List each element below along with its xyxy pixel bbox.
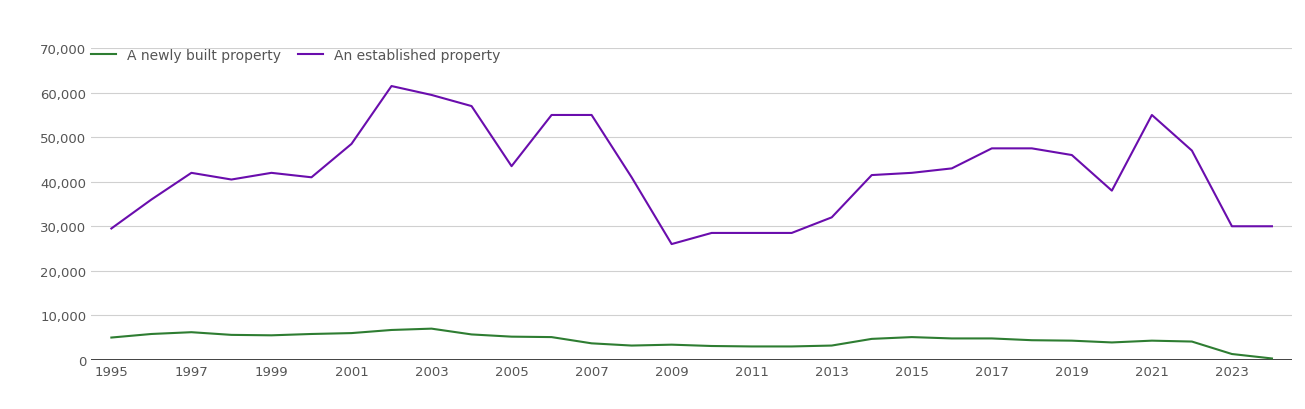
An established property	[744, 231, 760, 236]
An established property	[1024, 146, 1040, 151]
An established property	[904, 171, 920, 176]
A newly built property	[384, 328, 399, 333]
A newly built property	[944, 336, 959, 341]
Line: An established property: An established property	[111, 87, 1272, 245]
A newly built property	[784, 344, 800, 349]
A newly built property	[184, 330, 200, 335]
An established property	[1184, 149, 1199, 154]
An established property	[1104, 189, 1120, 193]
A newly built property	[1224, 352, 1240, 357]
An established property	[664, 242, 680, 247]
A newly built property	[703, 344, 719, 348]
An established property	[864, 173, 880, 178]
A newly built property	[984, 336, 1000, 341]
An established property	[304, 175, 320, 180]
A newly built property	[544, 335, 560, 340]
An established property	[184, 171, 200, 176]
A newly built property	[1024, 338, 1040, 343]
A newly built property	[583, 341, 599, 346]
A newly built property	[103, 335, 119, 340]
A newly built property	[864, 337, 880, 342]
An established property	[1265, 224, 1280, 229]
A newly built property	[463, 332, 479, 337]
An established property	[784, 231, 800, 236]
A newly built property	[1104, 340, 1120, 345]
A newly built property	[1184, 339, 1199, 344]
A newly built property	[504, 335, 519, 339]
A newly built property	[823, 343, 839, 348]
A newly built property	[1265, 356, 1280, 361]
An established property	[823, 216, 839, 220]
An established property	[384, 84, 399, 89]
A newly built property	[904, 335, 920, 340]
A newly built property	[1064, 338, 1079, 343]
A newly built property	[424, 326, 440, 331]
Line: A newly built property: A newly built property	[111, 329, 1272, 359]
An established property	[544, 113, 560, 118]
An established property	[1224, 224, 1240, 229]
An established property	[144, 198, 159, 202]
An established property	[424, 93, 440, 98]
An established property	[984, 146, 1000, 151]
Legend: A newly built property, An established property: A newly built property, An established p…	[91, 49, 501, 63]
A newly built property	[1144, 338, 1160, 343]
An established property	[1144, 113, 1160, 118]
An established property	[624, 175, 639, 180]
An established property	[223, 178, 239, 182]
A newly built property	[664, 342, 680, 347]
A newly built property	[223, 333, 239, 337]
A newly built property	[304, 332, 320, 337]
A newly built property	[624, 343, 639, 348]
A newly built property	[264, 333, 279, 338]
An established property	[944, 166, 959, 171]
An established property	[343, 142, 359, 147]
An established property	[1064, 153, 1079, 158]
An established property	[504, 164, 519, 169]
A newly built property	[144, 332, 159, 337]
An established property	[463, 104, 479, 109]
An established property	[703, 231, 719, 236]
An established property	[264, 171, 279, 176]
An established property	[103, 227, 119, 231]
A newly built property	[744, 344, 760, 349]
A newly built property	[343, 331, 359, 336]
An established property	[583, 113, 599, 118]
